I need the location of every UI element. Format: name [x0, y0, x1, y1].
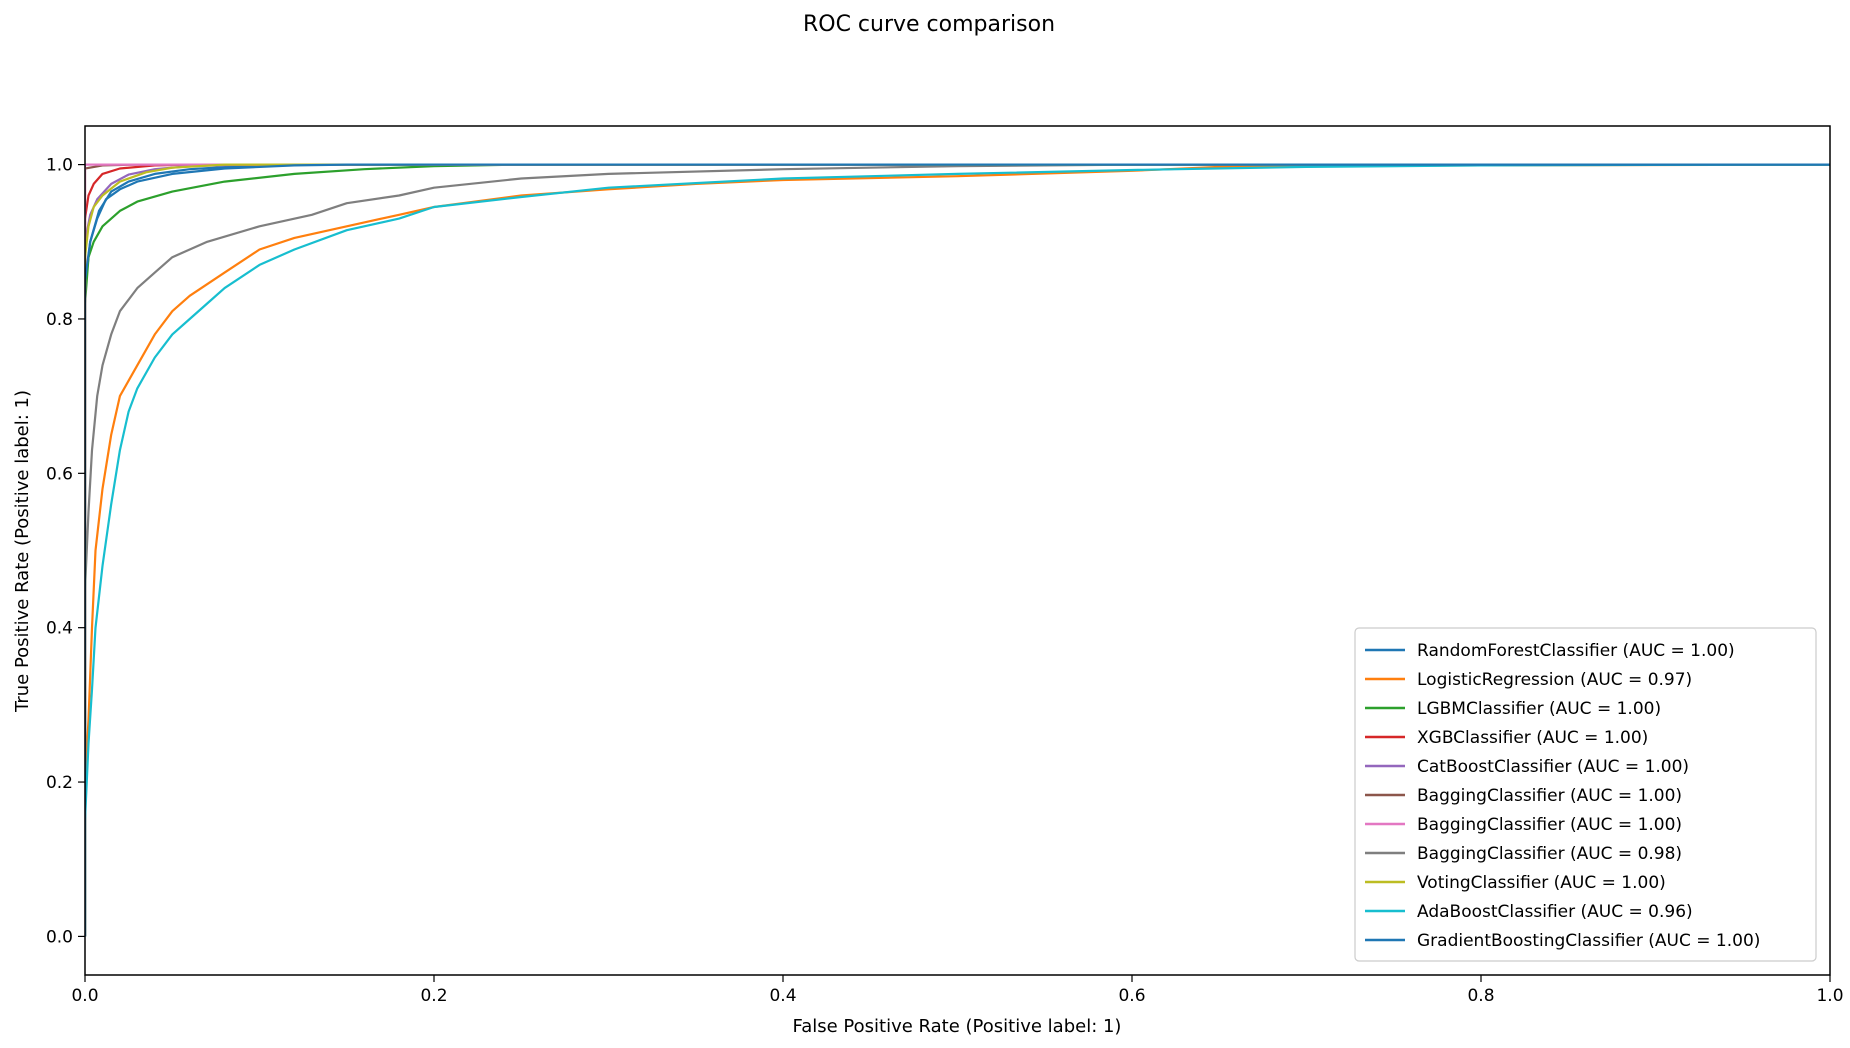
legend-label: CatBoostClassifier (AUC = 1.00) — [1417, 757, 1689, 777]
legend-label: BaggingClassifier (AUC = 1.00) — [1417, 786, 1682, 806]
x-tick-label: 0.2 — [420, 986, 447, 1006]
legend-label: VotingClassifier (AUC = 1.00) — [1417, 873, 1666, 893]
y-axis-ticks: 0.0 0.2 0.4 0.6 0.8 1.0 — [46, 156, 85, 947]
series-line-11 — [85, 163, 1830, 937]
legend-label: BaggingClassifier (AUC = 1.00) — [1417, 815, 1682, 835]
legend-label: AdaBoostClassifier (AUC = 0.96) — [1417, 902, 1693, 922]
legend-label: RandomForestClassifier (AUC = 1.00) — [1417, 641, 1735, 661]
chart-title: ROC curve comparison — [803, 12, 1055, 37]
x-axis-label: False Positive Rate (Positive label: 1) — [793, 1016, 1122, 1037]
plot-frame — [84, 125, 1831, 976]
legend-label: GradientBoostingClassifier (AUC = 1.00) — [1417, 931, 1760, 951]
y-tick-label: 0.2 — [46, 773, 73, 793]
y-tick-label: 0.4 — [46, 619, 73, 639]
x-tick-label: 0.8 — [1467, 986, 1494, 1006]
x-axis-ticks: 0.0 0.2 0.4 0.6 0.8 1.0 — [71, 975, 1844, 1006]
legend: RandomForestClassifier (AUC = 1.00) Logis… — [1354, 627, 1817, 962]
x-tick-label: 0.4 — [769, 986, 796, 1006]
y-tick-label: 1.0 — [46, 156, 73, 176]
y-axis-label: True Positive Rate (Positive label: 1) — [12, 390, 33, 713]
legend-box — [1354, 627, 1817, 962]
x-tick-label: 1.0 — [1816, 986, 1843, 1006]
x-tick-label: 0.6 — [1118, 986, 1145, 1006]
y-tick-label: 0.6 — [46, 464, 73, 484]
legend-label: XGBClassifier (AUC = 1.00) — [1417, 728, 1648, 748]
x-tick-label: 0.0 — [71, 986, 98, 1006]
series-line-8 — [85, 163, 1830, 937]
y-tick-label: 0.8 — [46, 310, 73, 330]
series-line-9 — [85, 163, 1830, 937]
legend-label: LogisticRegression (AUC = 0.97) — [1417, 670, 1692, 690]
legend-label: BaggingClassifier (AUC = 0.98) — [1417, 844, 1682, 864]
series-layer — [85, 163, 1830, 937]
legend-label: LGBMClassifier (AUC = 1.00) — [1417, 699, 1661, 719]
series-line-10 — [85, 163, 1830, 937]
y-tick-label: 0.0 — [46, 927, 73, 947]
series-line-2 — [85, 163, 1830, 937]
